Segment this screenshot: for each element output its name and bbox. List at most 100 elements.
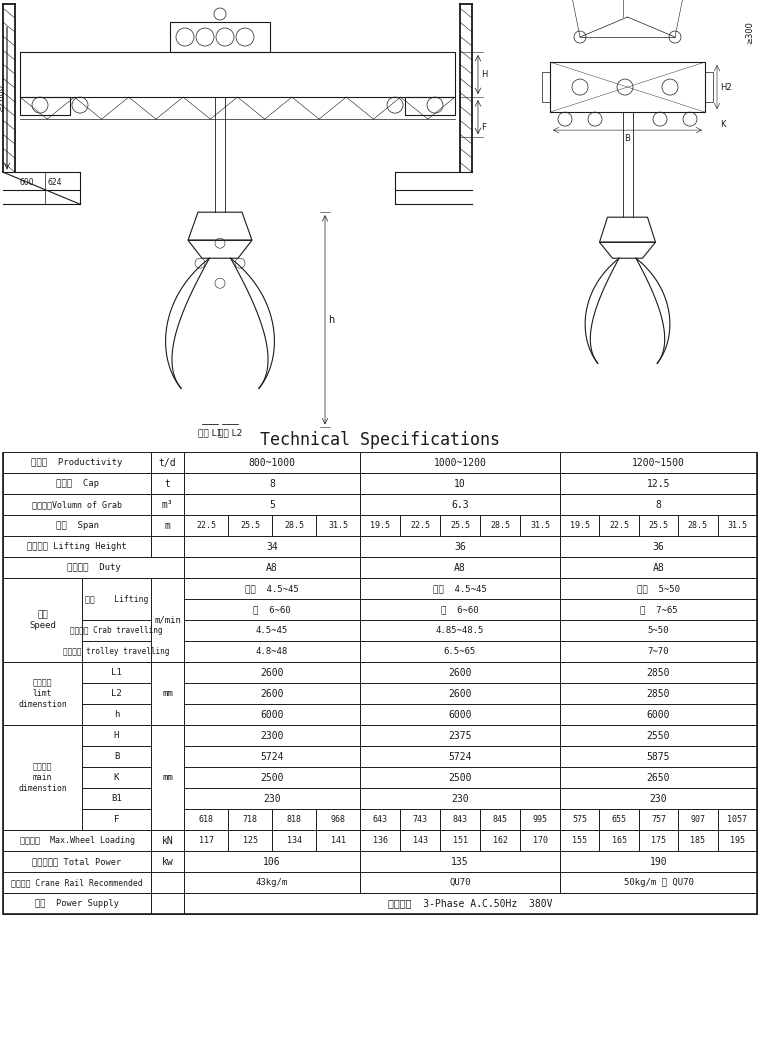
Bar — [360, 768, 560, 788]
Text: 主要尺寸
main
dimenstion: 主要尺寸 main dimenstion — [18, 762, 67, 792]
Bar — [184, 768, 360, 788]
Bar — [560, 537, 757, 557]
Text: 大车运行 trolley travelling: 大车运行 trolley travelling — [63, 647, 169, 656]
Text: 跨度  Span: 跨度 Span — [55, 521, 99, 530]
Bar — [316, 809, 360, 830]
Bar — [151, 873, 184, 893]
Bar — [440, 516, 480, 537]
Text: A8: A8 — [653, 563, 664, 573]
Bar — [184, 642, 360, 662]
Text: kN: kN — [162, 835, 173, 846]
Bar — [228, 516, 272, 537]
Bar — [550, 62, 705, 112]
Bar — [151, 893, 184, 914]
Bar — [151, 494, 184, 516]
Text: Technical Specifications: Technical Specifications — [260, 432, 500, 449]
Text: 743: 743 — [413, 815, 427, 824]
Text: 10: 10 — [454, 478, 466, 489]
Text: 降  6~60: 降 6~60 — [253, 605, 291, 615]
Text: 工作制度  Duty: 工作制度 Duty — [67, 564, 120, 572]
Text: 2850: 2850 — [647, 688, 670, 699]
Text: 134: 134 — [287, 836, 302, 846]
Bar — [151, 830, 184, 851]
Bar — [170, 22, 270, 52]
Bar — [440, 809, 480, 830]
Text: K: K — [720, 120, 726, 129]
Bar — [184, 516, 228, 537]
Bar — [3, 537, 151, 557]
Text: 50kg/m 或 QU70: 50kg/m 或 QU70 — [623, 878, 693, 887]
Bar — [560, 494, 757, 516]
Bar — [151, 537, 184, 557]
Bar — [82, 725, 151, 747]
Text: 5~50: 5~50 — [648, 626, 670, 635]
Bar — [3, 494, 151, 516]
Text: 2650: 2650 — [647, 773, 670, 783]
Bar — [184, 452, 360, 473]
Bar — [560, 516, 600, 537]
Text: 141: 141 — [331, 836, 346, 846]
Bar — [360, 662, 560, 683]
Bar — [272, 809, 316, 830]
Bar — [360, 516, 400, 537]
Bar — [151, 473, 184, 494]
Text: 起重量  Cap: 起重量 Cap — [55, 479, 99, 489]
Text: 195: 195 — [730, 836, 745, 846]
Bar — [520, 830, 560, 851]
Bar — [360, 599, 560, 620]
Bar — [360, 557, 560, 578]
Bar — [360, 473, 560, 494]
Bar — [560, 452, 757, 473]
Text: 抓斗容积Volumn of Grab: 抓斗容积Volumn of Grab — [32, 500, 122, 510]
Text: 995: 995 — [533, 815, 547, 824]
Bar — [184, 873, 360, 893]
Text: m/min: m/min — [154, 616, 181, 625]
Text: 757: 757 — [651, 815, 666, 824]
Text: 643: 643 — [372, 815, 388, 824]
Bar — [560, 851, 757, 873]
Text: 575: 575 — [572, 815, 587, 824]
Bar — [3, 578, 82, 662]
Bar — [600, 516, 639, 537]
Bar — [3, 516, 151, 537]
Bar — [228, 809, 272, 830]
Text: t: t — [165, 478, 170, 489]
Text: 25.5: 25.5 — [240, 521, 260, 530]
Text: 34: 34 — [266, 542, 278, 552]
Text: ≥300: ≥300 — [745, 22, 754, 45]
Text: 起升  4.5~45: 起升 4.5~45 — [245, 584, 299, 593]
Bar — [184, 494, 360, 516]
Bar — [82, 747, 151, 768]
Bar — [3, 725, 82, 830]
Bar — [600, 809, 639, 830]
Text: B: B — [625, 134, 631, 144]
Text: 6000: 6000 — [647, 709, 670, 720]
Text: 1200~1500: 1200~1500 — [632, 458, 685, 468]
Bar — [360, 788, 560, 809]
Bar — [400, 830, 440, 851]
Bar — [151, 516, 184, 537]
Bar — [360, 578, 560, 599]
Text: L1: L1 — [111, 669, 122, 677]
Text: 最大轮压  Max.Wheel Loading: 最大轮压 Max.Wheel Loading — [20, 836, 135, 846]
Bar — [560, 578, 757, 599]
Text: QU70: QU70 — [449, 878, 470, 887]
Bar — [184, 557, 360, 578]
Text: 618: 618 — [198, 815, 214, 824]
Text: 2850: 2850 — [647, 668, 670, 678]
Text: A8: A8 — [266, 563, 278, 573]
Text: L2: L2 — [111, 690, 122, 698]
Bar — [151, 851, 184, 873]
Bar — [20, 97, 70, 115]
Text: 三相交流  3-Phase A.C.50Hz  380V: 三相交流 3-Phase A.C.50Hz 380V — [388, 899, 553, 909]
Bar — [360, 537, 560, 557]
Bar — [560, 725, 757, 747]
Text: 2300: 2300 — [260, 731, 283, 740]
Text: 6000: 6000 — [260, 709, 283, 720]
Bar — [717, 516, 757, 537]
Text: 22.5: 22.5 — [196, 521, 216, 530]
Text: 968: 968 — [331, 815, 346, 824]
Text: 5: 5 — [269, 500, 275, 510]
Bar — [3, 893, 151, 914]
Bar — [360, 494, 560, 516]
